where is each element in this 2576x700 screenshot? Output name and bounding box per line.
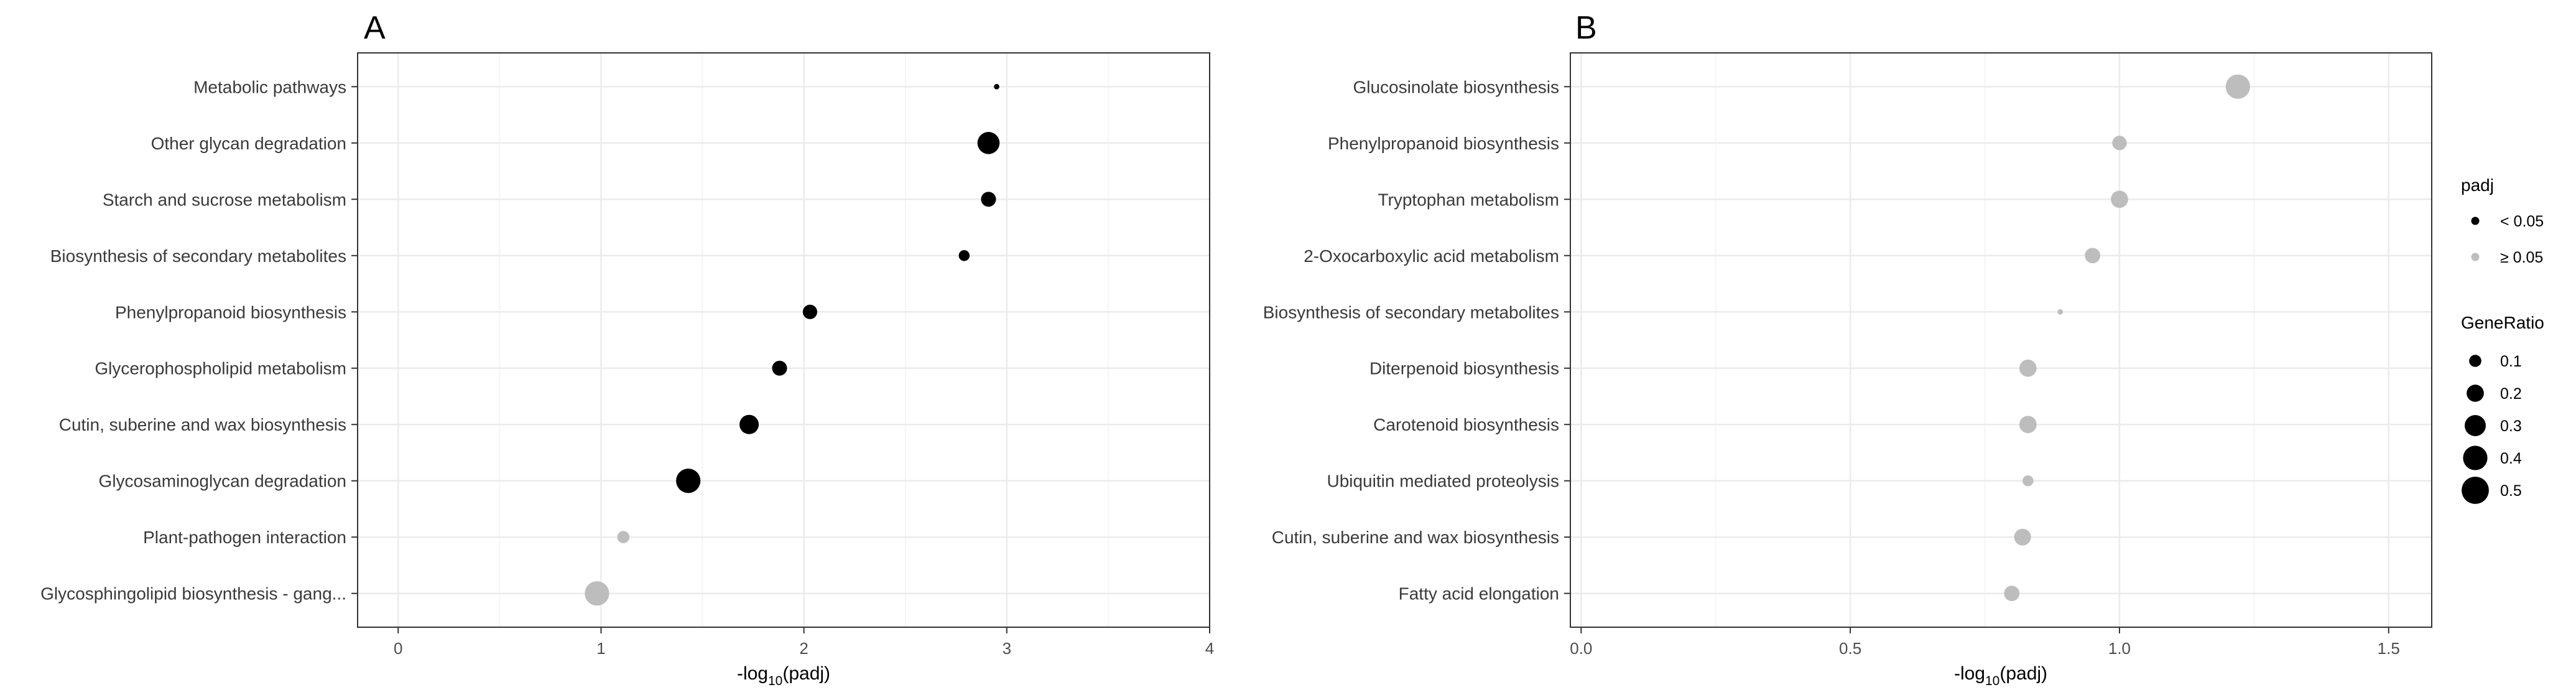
data-point	[802, 304, 818, 319]
legend-generatio-label: 0.1	[2500, 353, 2522, 370]
legend-padj-title: padj	[2461, 175, 2494, 195]
x-tick-label: 0.5	[1839, 639, 1861, 658]
legend-generatio-label: 0.2	[2500, 385, 2522, 403]
category-label: Biosynthesis of secondary metabolites	[1263, 302, 1559, 322]
data-point	[585, 581, 609, 606]
panel-a-dots	[585, 83, 1000, 606]
data-point	[2085, 248, 2101, 264]
category-label: Ubiquitin mediated proteolysis	[1327, 472, 1559, 491]
legend-generatio-label: 0.5	[2500, 482, 2522, 500]
legend-padj-label: < 0.05	[2500, 213, 2544, 230]
legend-generatio-label: 0.3	[2500, 418, 2522, 435]
data-point	[2057, 309, 2064, 315]
category-label: Cutin, suberine and wax biosynthesis	[59, 415, 346, 434]
category-label: Metabolic pathways	[193, 77, 346, 96]
x-tick-label: 1.5	[2378, 639, 2400, 658]
x-tick-label: 0.0	[1570, 639, 1592, 658]
legend-padj-label: ≥ 0.05	[2500, 249, 2543, 266]
category-label: 2-Oxocarboxylic acid metabolism	[1304, 246, 1559, 266]
category-label: Plant-pathogen interaction	[143, 528, 346, 547]
category-label: Starch and sucrose metabolism	[103, 190, 346, 209]
category-label: Phenylpropanoid biosynthesis	[1328, 134, 1559, 153]
panel-b-frame	[1570, 52, 2432, 628]
category-label: Glucosinolate biosynthesis	[1353, 77, 1559, 96]
data-point	[977, 131, 1000, 154]
panel-b-category-labels: Glucosinolate biosynthesis Phenylpropanoi…	[1263, 77, 1570, 604]
category-label: Cutin, suberine and wax biosynthesis	[1272, 528, 1559, 547]
data-point	[676, 469, 701, 493]
data-point	[2022, 475, 2034, 487]
x-tick-label: 2	[799, 639, 808, 658]
panel-b-x-axis-title: -log10(padj)	[1954, 663, 2047, 688]
x-tick-label: 1.0	[2108, 639, 2131, 658]
category-label: Glycerophospholipid metabolism	[95, 359, 346, 378]
category-label: Tryptophan metabolism	[1378, 190, 1559, 209]
legend-generatio-key	[2463, 446, 2488, 470]
legend-generatio-key	[2469, 355, 2481, 367]
panel-a-frame	[357, 52, 1210, 628]
panel-a-letter: A	[364, 10, 386, 46]
data-point	[2111, 190, 2128, 208]
data-point	[2014, 528, 2031, 546]
data-point	[2225, 74, 2250, 99]
panel-b-grid	[1570, 53, 2432, 627]
panel-a-x-axis-title: -log10(padj)	[737, 663, 830, 688]
panel-a: A Metabolic pathways Other glycan degrada…	[40, 10, 1214, 688]
data-point	[2019, 416, 2037, 434]
legend: padj < 0.05 ≥ 0.05 GeneRatio 0.1 0.2 0.3 0.4…	[2461, 175, 2544, 504]
legend-generatio-key	[2462, 477, 2489, 504]
category-label: Biosynthesis of secondary metabolites	[50, 246, 346, 266]
data-point	[981, 192, 996, 207]
category-label: Fatty acid elongation	[1399, 584, 1559, 604]
legend-padj-entries: < 0.05 ≥ 0.05	[2471, 213, 2544, 266]
panel-a-x-ticks: 0 1 2 3 4	[394, 627, 1214, 658]
x-tick-label: 3	[1003, 639, 1011, 658]
panel-b-x-ticks: 0.0 0.5 1.0 1.5	[1570, 627, 2400, 658]
data-point	[2112, 136, 2127, 151]
x-tick-label: 0	[394, 639, 402, 658]
panel-b: B Glucosinolate biosynthesis Phenylpropan…	[1263, 10, 2432, 688]
data-point	[994, 83, 999, 90]
legend-generatio-entries: 0.1 0.2 0.3 0.4 0.5	[2462, 353, 2522, 504]
x-tick-label: 4	[1205, 639, 1214, 658]
legend-generatio-label: 0.4	[2500, 450, 2522, 467]
data-point	[617, 531, 630, 544]
category-label: Carotenoid biosynthesis	[1373, 415, 1559, 434]
legend-generatio-key	[2467, 385, 2484, 402]
data-point	[2004, 586, 2020, 602]
data-point	[739, 414, 759, 434]
x-tick-label: 1	[596, 639, 605, 658]
data-point	[772, 360, 787, 376]
legend-generatio-key	[2465, 415, 2486, 436]
category-label: Other glycan degradation	[151, 134, 346, 153]
category-label: Diterpenoid biosynthesis	[1369, 359, 1559, 378]
legend-padj-key	[2471, 217, 2480, 225]
panel-b-letter: B	[1575, 10, 1597, 46]
legend-generatio-title: GeneRatio	[2461, 313, 2544, 332]
data-point	[958, 250, 970, 261]
panel-a-category-labels: Metabolic pathways Other glycan degradati…	[40, 77, 358, 604]
panel-b-dots	[2004, 74, 2250, 602]
category-label: Phenylpropanoid biosynthesis	[115, 302, 346, 322]
data-point	[2019, 359, 2037, 377]
category-label: Glycosaminoglycan degradation	[99, 472, 346, 491]
legend-padj-key	[2471, 253, 2480, 261]
category-label: Glycosphingolipid biosynthesis - gang...	[40, 584, 346, 604]
